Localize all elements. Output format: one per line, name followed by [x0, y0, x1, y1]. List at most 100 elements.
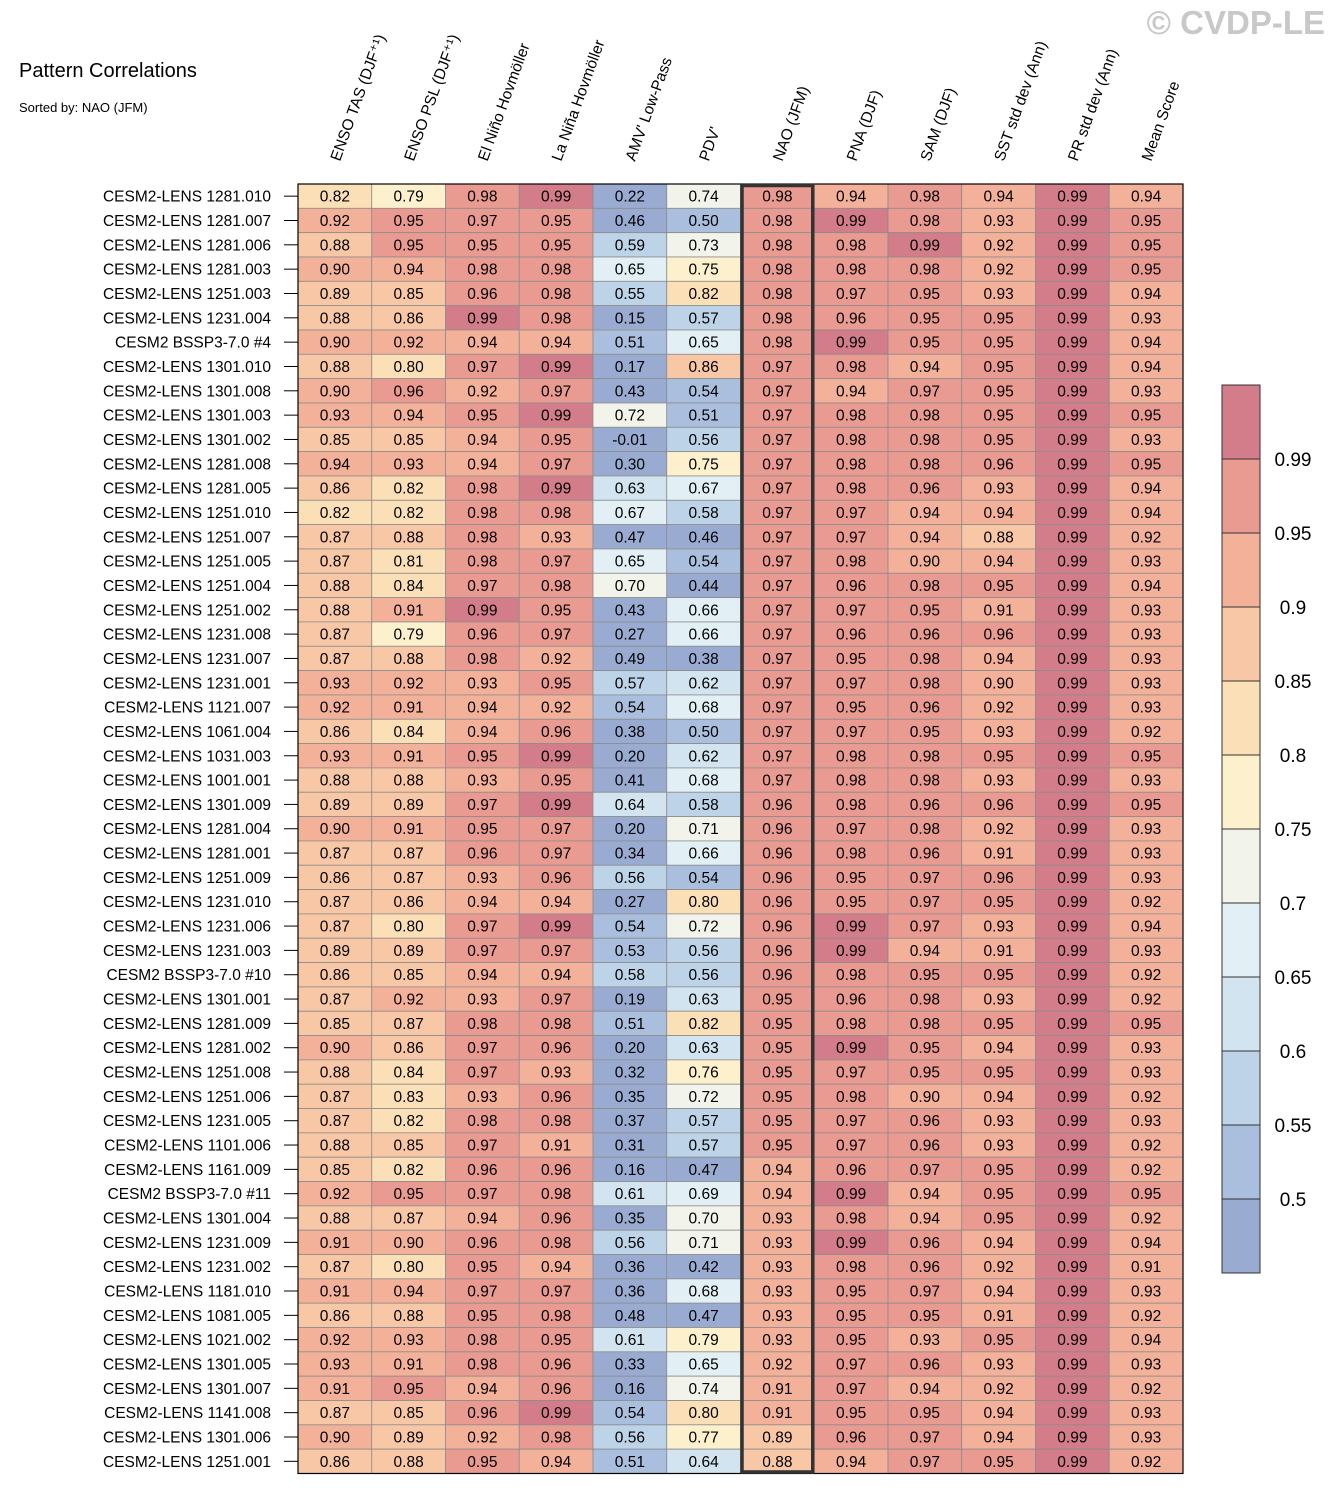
cell-value: 0.99 — [1057, 992, 1087, 1009]
cell-value: 0.96 — [984, 456, 1014, 473]
cell-value: 0.98 — [467, 529, 497, 546]
cell-value: 0.96 — [910, 797, 940, 814]
cell-value: 0.95 — [1131, 797, 1161, 814]
row-label: CESM2-LENS 1301.008 — [103, 383, 271, 400]
cell-value: 0.97 — [836, 1357, 866, 1374]
cell-value: 0.90 — [320, 821, 351, 838]
heatmap-cell — [961, 207, 1036, 234]
cell-value: 0.88 — [394, 529, 424, 546]
cell-value: 0.95 — [467, 237, 497, 254]
cell-value: 0.92 — [984, 1381, 1014, 1398]
cell-value: 0.47 — [615, 529, 645, 546]
cell-value: 0.98 — [541, 286, 571, 303]
cell-value: 0.98 — [910, 773, 940, 790]
heatmap-cell — [518, 1375, 594, 1401]
row-label: CESM2 BSSP3-7.0 #11 — [108, 1186, 271, 1203]
cell-value: 0.96 — [467, 1235, 497, 1252]
heatmap-cell — [1108, 1254, 1184, 1280]
heatmap-cell — [887, 1327, 963, 1353]
heatmap-cell — [518, 913, 594, 939]
cell-value: 0.95 — [910, 1065, 940, 1082]
heatmap-cell — [887, 1302, 963, 1328]
row-label: CESM2-LENS 1231.003 — [103, 943, 271, 960]
cell-value: 0.93 — [762, 1284, 792, 1301]
cell-value: 0.87 — [320, 529, 350, 546]
heatmap-cell — [297, 986, 373, 1012]
heatmap-cell — [518, 791, 594, 817]
heatmap-cell — [740, 1083, 815, 1109]
heatmap-cell — [666, 426, 741, 453]
cell-value: 0.99 — [836, 919, 866, 936]
cell-value: 0.96 — [762, 821, 792, 838]
cell-value: 0.57 — [689, 1138, 719, 1155]
heatmap-cell — [1035, 889, 1110, 915]
heatmap-cell — [445, 1448, 520, 1474]
cell-value: 0.96 — [910, 1259, 940, 1276]
heatmap-cell — [371, 1229, 446, 1255]
cell-value: 0.98 — [467, 189, 497, 206]
cell-value: 0.99 — [1057, 894, 1087, 911]
heatmap-cell — [592, 986, 668, 1012]
cell-value: 0.54 — [615, 1405, 646, 1422]
heatmap-cell — [518, 402, 594, 428]
cell-value: 0.96 — [541, 1089, 571, 1106]
cell-value: 0.92 — [467, 1429, 497, 1446]
cell-value: 0.96 — [836, 1429, 866, 1446]
cell-value: 0.96 — [762, 919, 792, 936]
cell-value: 0.88 — [320, 237, 350, 254]
cell-value: 0.96 — [467, 286, 497, 303]
heatmap-cell — [592, 329, 668, 355]
heatmap-cell — [961, 937, 1036, 963]
heatmap-cell — [813, 767, 889, 793]
colorbar-swatch — [1221, 754, 1261, 830]
cell-value: 0.93 — [1131, 627, 1161, 644]
cell-value: 0.91 — [394, 1357, 424, 1374]
cell-value: 0.98 — [467, 554, 497, 571]
cell-value: 0.34 — [615, 846, 646, 863]
heatmap-cell — [813, 524, 889, 550]
cell-value: 0.97 — [836, 821, 866, 838]
cell-value: 0.99 — [1057, 700, 1087, 717]
row-label: CESM2 BSSP3-7.0 #10 — [106, 967, 271, 984]
heatmap-cell — [961, 889, 1036, 915]
heatmap-cell — [1035, 1205, 1110, 1231]
cell-value: 0.95 — [467, 1454, 497, 1471]
heatmap-cell — [518, 548, 594, 574]
heatmap-cell — [740, 889, 815, 915]
heatmap-cell — [592, 670, 668, 696]
cell-value: 0.94 — [984, 651, 1015, 668]
heatmap-cell — [445, 207, 520, 234]
cell-value: 0.99 — [836, 1186, 866, 1203]
heatmap-cell — [666, 232, 741, 258]
cell-value: 0.50 — [689, 213, 720, 230]
heatmap-cell — [371, 1302, 446, 1328]
cell-value: 0.94 — [836, 189, 867, 206]
heatmap-cell — [592, 1035, 668, 1061]
row-label: CESM2-LENS 1231.005 — [103, 1113, 271, 1130]
cell-value: 0.95 — [910, 1308, 940, 1325]
cell-value: 0.87 — [394, 1016, 424, 1033]
cell-value: 0.61 — [615, 1332, 645, 1349]
cell-value: 0.82 — [394, 1162, 424, 1179]
heatmap-cell — [887, 962, 963, 988]
cell-value: 0.93 — [1131, 821, 1161, 838]
cell-value: 0.77 — [689, 1429, 719, 1446]
cell-value: 0.54 — [689, 383, 720, 400]
cell-value: 0.99 — [836, 213, 866, 230]
heatmap-cell — [297, 1132, 373, 1158]
cell-value: 0.94 — [984, 1284, 1015, 1301]
cell-value: 0.71 — [689, 1235, 719, 1252]
cell-value: 0.94 — [1131, 1235, 1162, 1252]
cell-value: 0.98 — [541, 578, 571, 595]
heatmap-cell — [961, 1132, 1036, 1158]
heatmap-cell — [518, 305, 594, 331]
heatmap-cell — [1108, 937, 1184, 963]
heatmap-cell — [887, 937, 963, 963]
cell-value: 0.38 — [615, 724, 645, 741]
heatmap-cell — [445, 645, 520, 672]
cell-value: 0.97 — [762, 748, 792, 765]
cell-value: 0.98 — [910, 432, 940, 449]
cell-value: 0.95 — [984, 1211, 1014, 1228]
cell-value: 0.94 — [910, 529, 941, 546]
colorbar-swatch — [1221, 1198, 1261, 1274]
